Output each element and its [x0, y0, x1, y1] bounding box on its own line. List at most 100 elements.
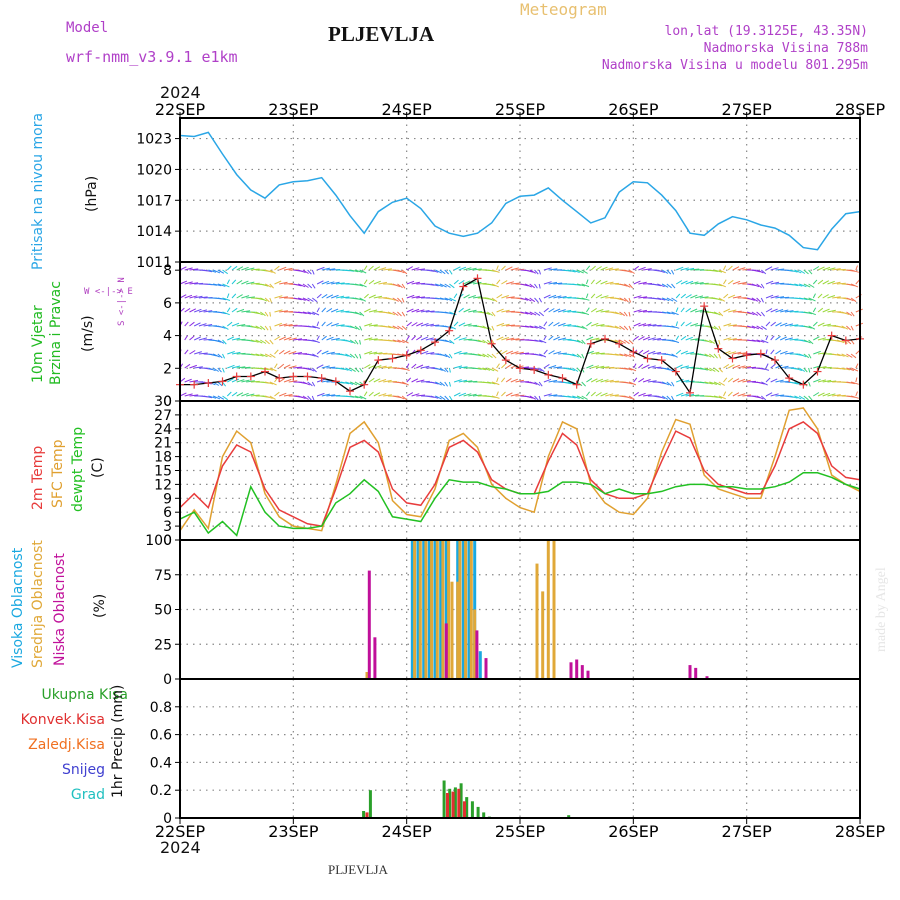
wind-arrow [760, 283, 765, 289]
wind-arrow [335, 295, 345, 299]
wind-arrow [775, 282, 785, 285]
credit-label: made by Angel [874, 567, 889, 652]
wind-arrow [642, 364, 650, 369]
low-cloud-title: Niska Oblacnost [52, 553, 68, 666]
wind-arrow [227, 336, 235, 341]
wind-arrow [633, 335, 639, 341]
wind-arrow [434, 381, 443, 386]
wind-arrow [316, 364, 324, 369]
wind-arrow [264, 311, 269, 317]
wind-arrow [359, 339, 361, 345]
wind-arrow [482, 325, 489, 330]
wind-arrow [609, 325, 619, 329]
wind-arrow [780, 350, 788, 355]
wind-arrow [269, 283, 274, 289]
wind-arrow [401, 311, 406, 317]
wind-arrow [515, 268, 525, 271]
wind-arrow [269, 353, 276, 359]
wind-arrow [193, 336, 201, 341]
wind-arrow [543, 393, 552, 397]
wind-arrow [610, 394, 619, 397]
wind-arrow [331, 308, 339, 313]
wind-arrow [246, 281, 255, 285]
wind-arrow [307, 283, 313, 289]
wind-arrow [742, 366, 751, 369]
wind-arrow [250, 282, 260, 285]
cloud-bar [444, 623, 448, 679]
wind-arrow [231, 391, 238, 397]
wind-arrow [850, 381, 859, 385]
precip-bar [453, 787, 457, 818]
legend-snow: Snijeg [61, 762, 105, 778]
wind-arrow [194, 308, 202, 313]
model-label: Model [66, 20, 109, 36]
wind-arrow [349, 353, 356, 359]
wind-arrow [846, 297, 854, 302]
wind-arrow [529, 325, 538, 329]
wind-arrow [335, 309, 345, 313]
wind-arrow [798, 367, 806, 372]
wind-arrow [472, 394, 482, 397]
wind-arrow [226, 265, 232, 271]
wind-arrow [591, 351, 600, 355]
wind-arrow [836, 282, 846, 285]
wind-arrow [406, 363, 410, 369]
y-tick-label: 27 [154, 408, 172, 424]
cloud-bar [478, 651, 482, 679]
wind-arrow [652, 351, 662, 355]
wind-arrow [226, 279, 230, 285]
wind-arrow [760, 311, 765, 317]
wind-arrow [449, 311, 457, 316]
wind-arrow [803, 311, 813, 315]
wind-arrow [548, 379, 558, 383]
wind-arrow [392, 311, 399, 316]
wind-arrow [718, 297, 726, 302]
wind-arrow [316, 335, 320, 341]
x-tick-label-top: 23SEP [268, 100, 319, 119]
wind-arrow [798, 283, 807, 288]
wind-arrow [803, 339, 811, 344]
wind-arrow [179, 266, 187, 271]
wind-arrow [633, 280, 641, 285]
wind-arrow [728, 351, 737, 355]
wind-arrow [359, 269, 367, 274]
wind-arrow [236, 352, 246, 355]
wind-arrow [548, 308, 555, 313]
wind-arrow [591, 365, 600, 369]
wind-arrow [510, 338, 520, 341]
wind-arrow [411, 393, 420, 397]
wind-arrow [850, 283, 859, 288]
pressure-unit: (hPa) [84, 175, 100, 212]
wind-arrow [241, 266, 249, 271]
wind-arrow [241, 379, 250, 383]
wind-arrow [789, 283, 799, 287]
wind-arrow [260, 297, 268, 302]
wind-arrow [798, 395, 806, 400]
y-tick-label: 24 [154, 422, 172, 438]
wind-arrow [203, 395, 213, 399]
sfc-temp-line [179, 407, 861, 532]
wind-arrow [368, 279, 375, 285]
wind-arrow [841, 311, 850, 315]
wind-arrow [250, 380, 260, 383]
wind-arrow [283, 378, 292, 383]
wind-arrow [704, 367, 712, 372]
y-tick-label: 0.2 [150, 783, 172, 799]
wind-arrow [586, 364, 594, 369]
wind-arrow [448, 367, 451, 373]
wind-arrow [671, 283, 676, 289]
wind-arrow [486, 353, 493, 359]
wind-arrow [501, 377, 506, 383]
wind-arrow [448, 381, 451, 387]
wind-arrow [765, 377, 771, 383]
wind-arrow [794, 395, 802, 400]
wind-arrow [463, 338, 473, 341]
wind-arrow [746, 311, 755, 316]
wind-arrow [822, 308, 830, 313]
wind-arrow [638, 349, 644, 355]
wind-arrow [496, 377, 499, 383]
wind-arrow [780, 381, 790, 383]
wind-arrow [279, 281, 288, 285]
wind-arrow [581, 311, 590, 316]
wind-arrow [576, 269, 584, 274]
